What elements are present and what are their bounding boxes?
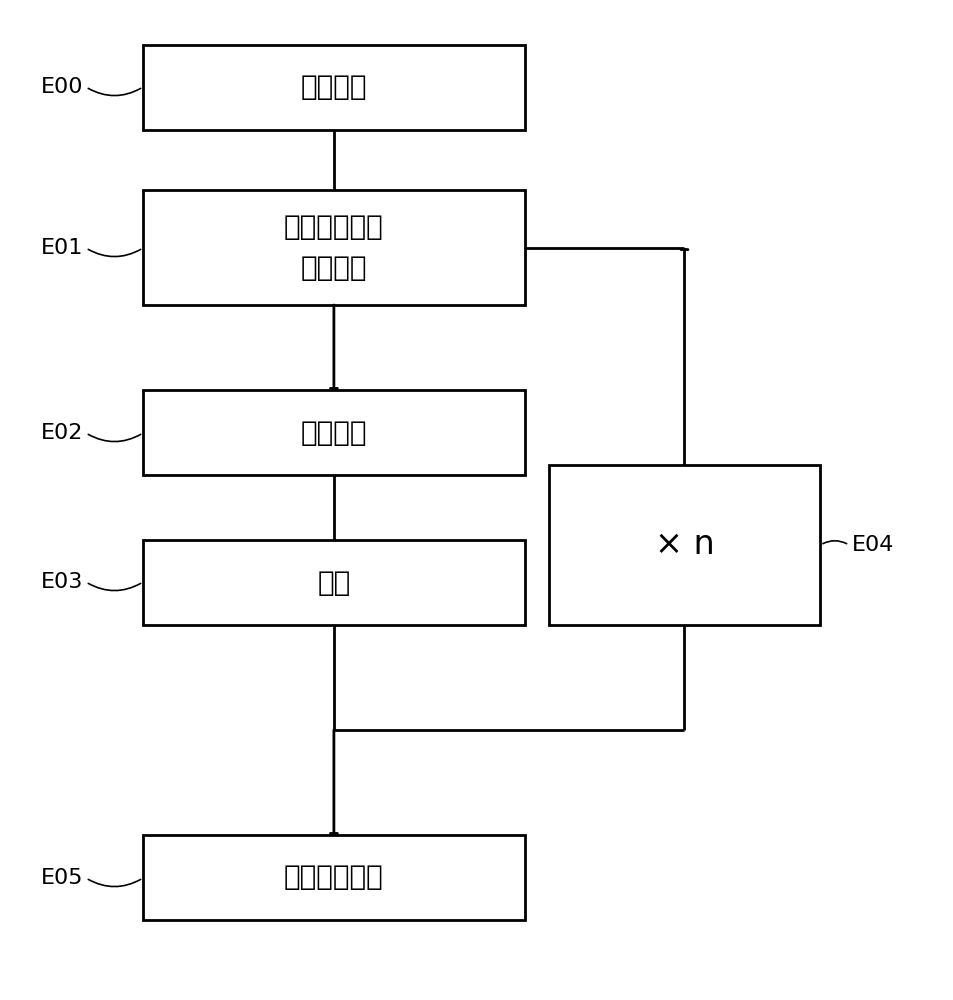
Bar — [143, 390, 524, 475]
Text: 最终外延生长: 最终外延生长 — [284, 863, 383, 892]
Text: 初始外延生长
初始刻蚀: 初始外延生长 初始刻蚀 — [284, 213, 383, 282]
Text: 刻蚀: 刻蚀 — [317, 568, 350, 596]
Bar — [143, 190, 524, 305]
Bar — [548, 465, 820, 625]
Text: E00: E00 — [41, 77, 83, 97]
Text: E02: E02 — [41, 423, 83, 443]
Bar — [143, 540, 524, 625]
Bar — [143, 835, 524, 920]
Bar — [143, 45, 524, 130]
Text: E05: E05 — [41, 868, 83, 888]
Text: E04: E04 — [851, 535, 893, 555]
Text: × n: × n — [654, 528, 714, 562]
Text: E03: E03 — [41, 572, 83, 592]
Text: 形成支撑: 形成支撑 — [300, 74, 367, 102]
Text: E01: E01 — [41, 238, 83, 258]
Text: 外延生长: 外延生长 — [300, 418, 367, 446]
